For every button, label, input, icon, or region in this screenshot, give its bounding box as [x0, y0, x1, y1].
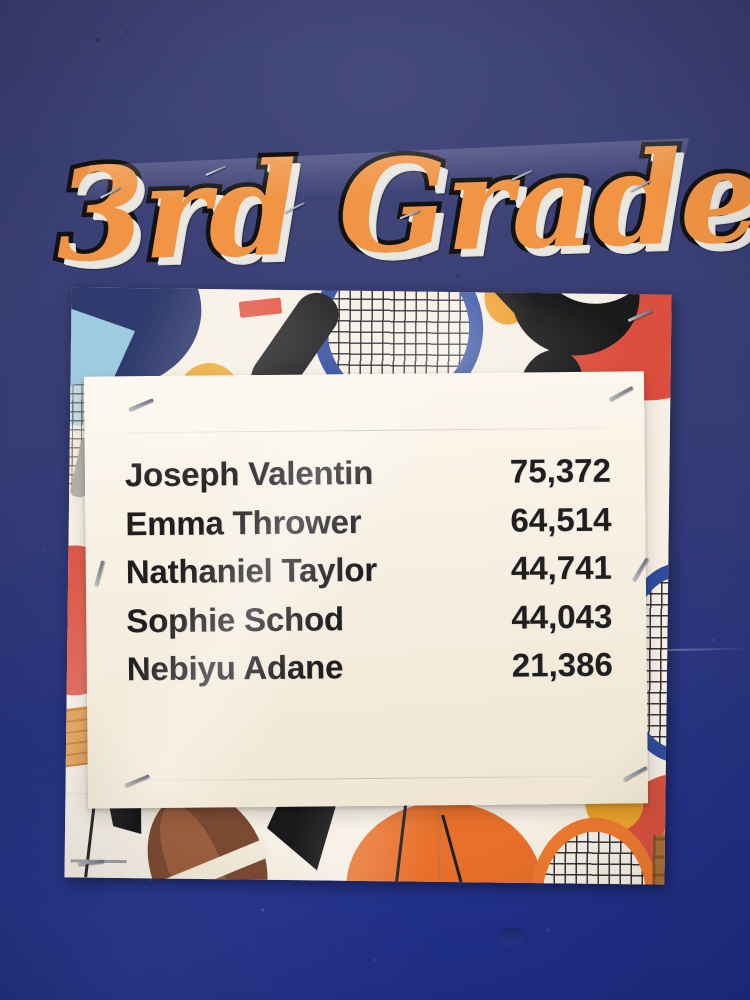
- table-row: Nebiyu Adane 21,386: [127, 646, 613, 699]
- table-row: Joseph Valentin 75,372: [125, 452, 611, 505]
- student-name: Nathaniel Taylor: [125, 550, 378, 591]
- table-row: Emma Thrower 64,514: [125, 500, 611, 553]
- paper-fold-line: [84, 427, 645, 434]
- student-score: 75,372: [509, 451, 612, 490]
- wall-paint-blob: [497, 928, 527, 945]
- student-name: Sophie Schod: [126, 599, 345, 639]
- student-name: Nebiyu Adane: [126, 648, 344, 688]
- student-score: 44,741: [510, 548, 612, 587]
- table-row: Nathaniel Taylor 44,741: [126, 549, 612, 602]
- student-score: 21,386: [511, 645, 613, 684]
- student-name: Joseph Valentin: [124, 453, 374, 494]
- student-score: 64,514: [510, 500, 612, 539]
- grade-title-text: 3rd Grade: [49, 117, 750, 296]
- student-score: 44,043: [511, 597, 613, 636]
- grade-title-cutout: 3rd Grade: [49, 117, 750, 301]
- leaderboard-paper: Joseph Valentin 75,372 Emma Thrower 64,5…: [83, 371, 649, 809]
- leaderboard-list: Joseph Valentin 75,372 Emma Thrower 64,5…: [125, 452, 613, 699]
- student-name: Emma Thrower: [125, 502, 362, 542]
- table-row: Sophie Schod 44,043: [126, 597, 612, 650]
- paper-fold-line-lower: [87, 775, 648, 782]
